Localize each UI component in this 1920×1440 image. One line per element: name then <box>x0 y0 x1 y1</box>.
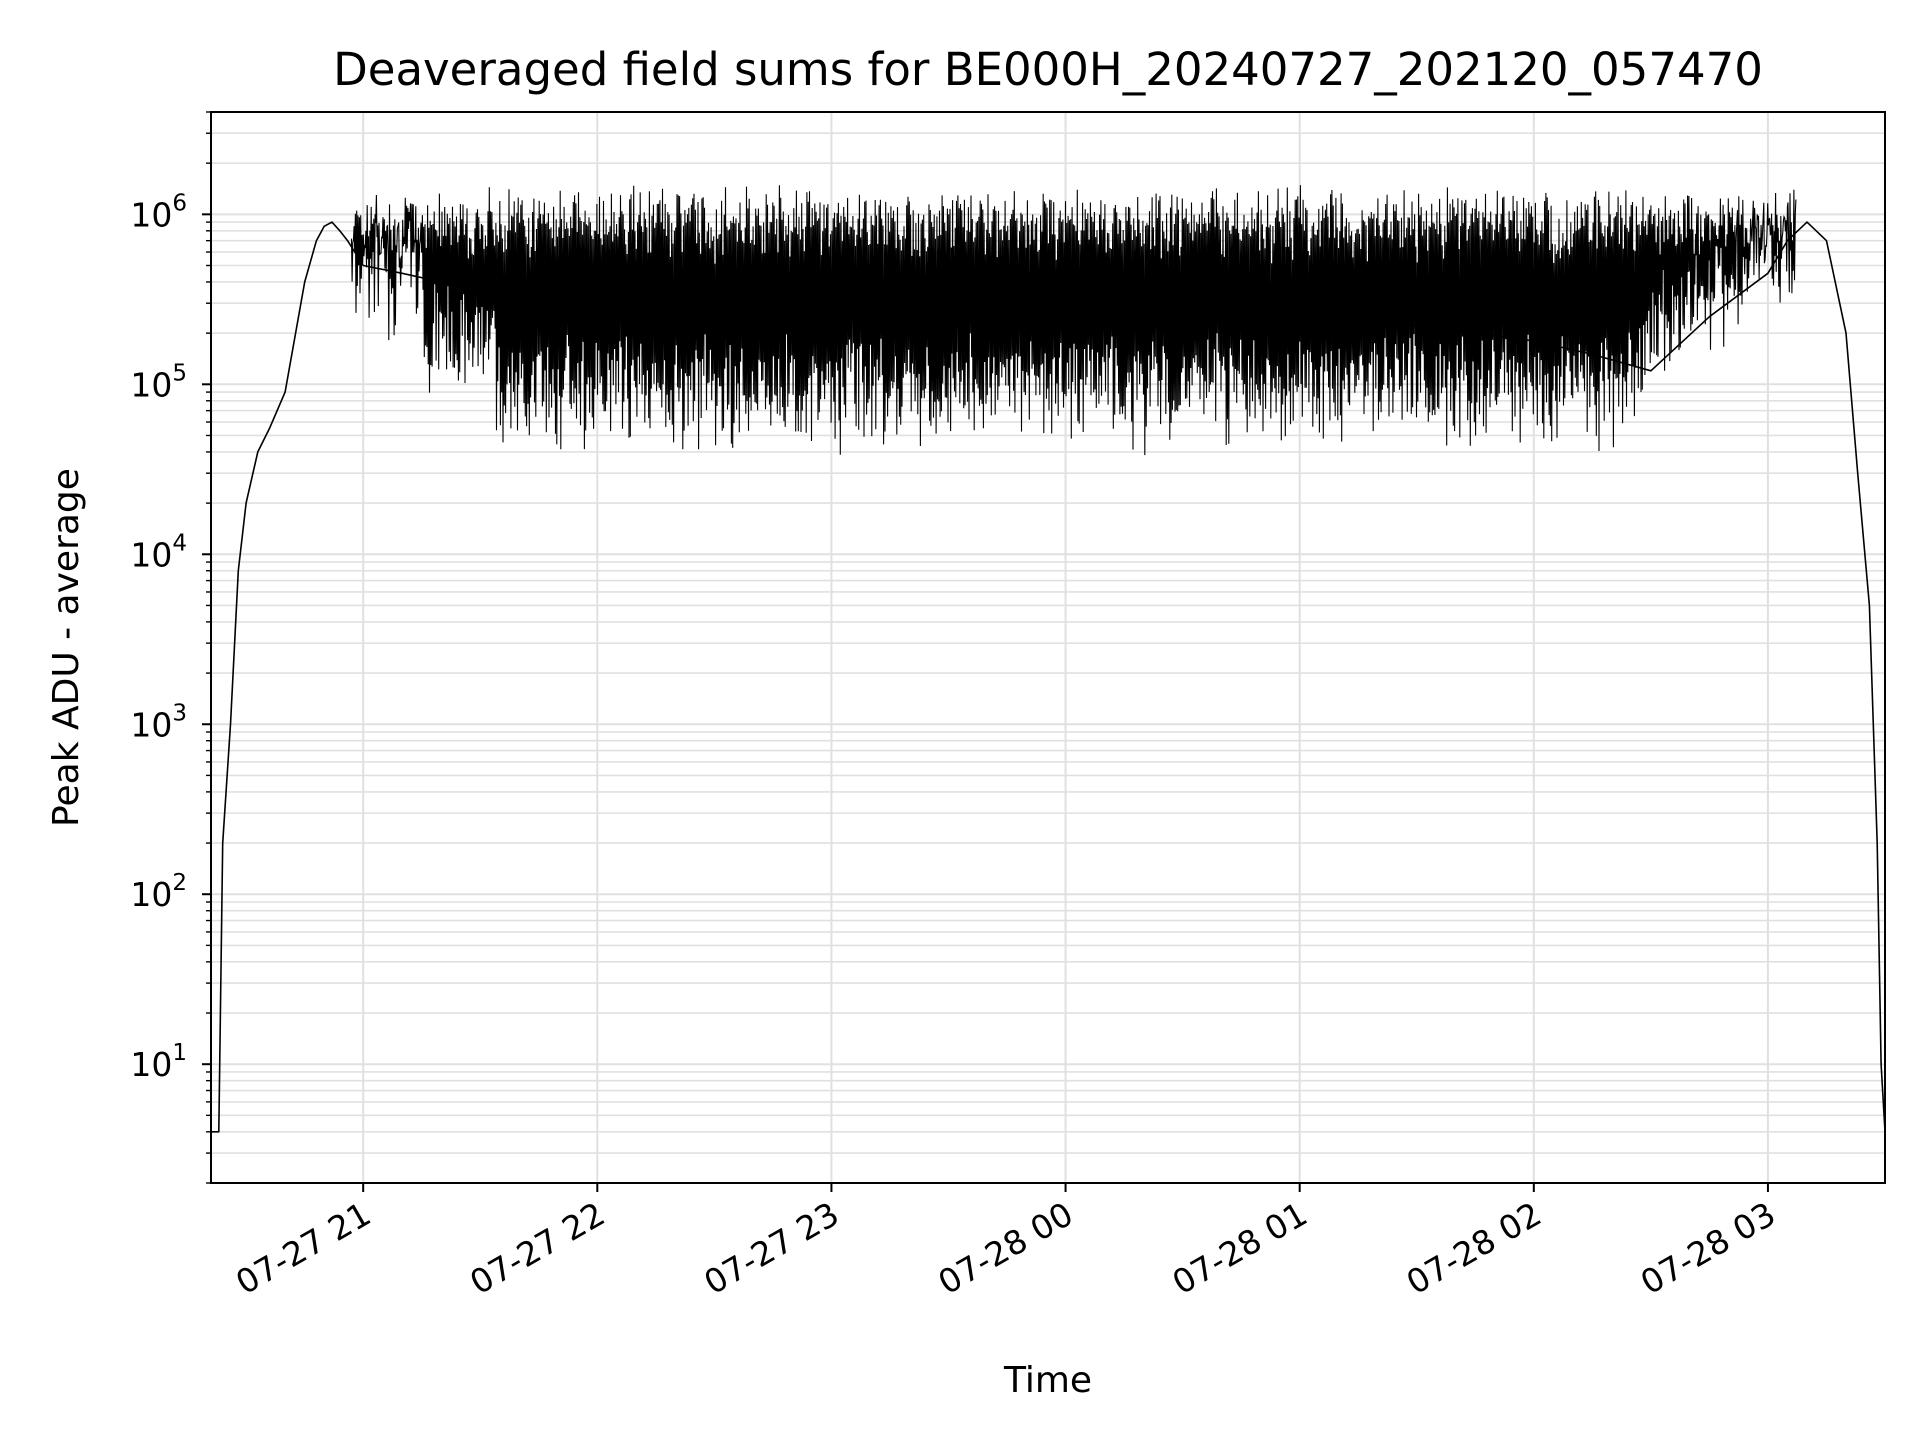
y-tick-label: 105 <box>130 360 187 404</box>
y-tick-label: 103 <box>130 700 187 744</box>
y-axis-ticks: 101 102 103 104 105 106 <box>130 111 211 1184</box>
y-axis-title: Peak ADU - average <box>46 468 87 827</box>
x-axis-title: Time <box>1003 1360 1092 1401</box>
axes-frame <box>210 111 1886 1184</box>
series-noise <box>350 185 1797 456</box>
data-series <box>211 185 1886 1133</box>
chart-title: Deaveraged field sums for BE000H_2024072… <box>333 43 1763 96</box>
y-tick-label: 101 <box>130 1040 187 1084</box>
y-tick-label: 104 <box>130 530 187 574</box>
y-tick-label: 102 <box>130 870 187 914</box>
y-tick-label: 106 <box>130 190 187 234</box>
